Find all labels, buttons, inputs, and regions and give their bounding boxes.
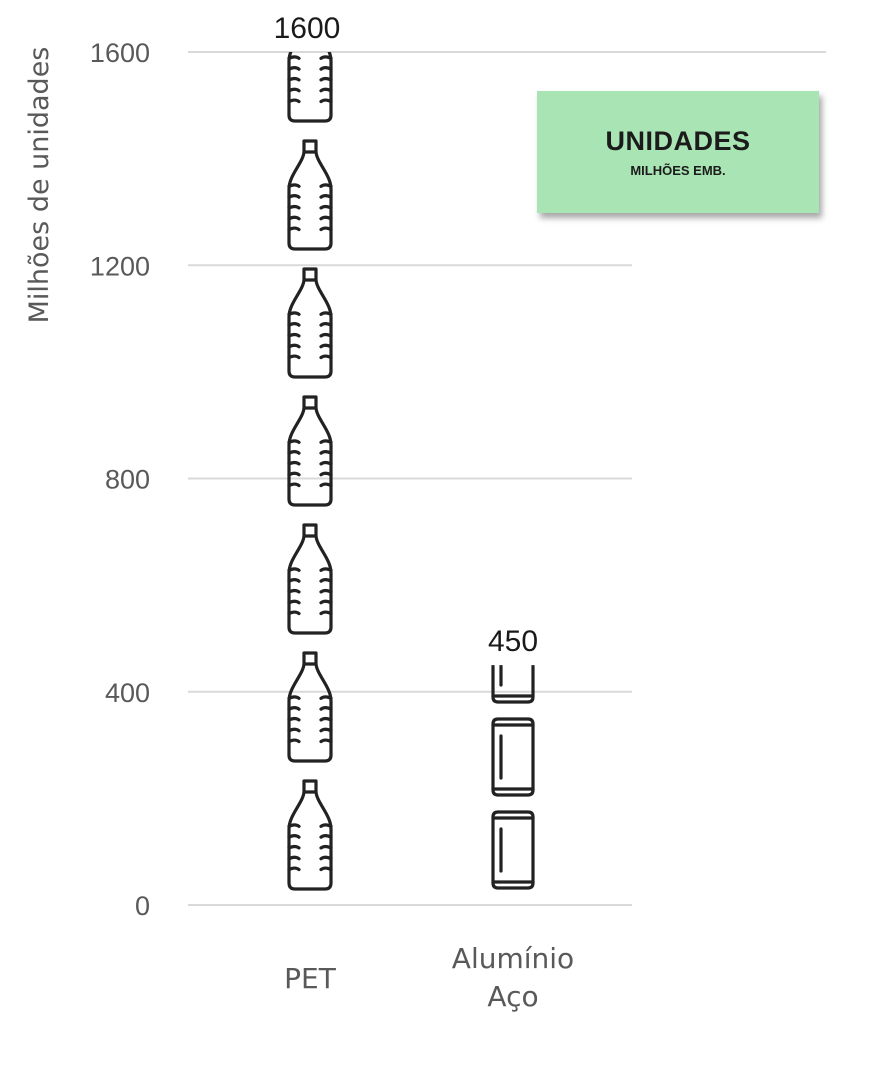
x-axis-categories: PET Alumínio Aço	[284, 942, 574, 1013]
units-badge: UNIDADES MILHÕES EMB.	[537, 91, 819, 213]
bar-pet	[287, 52, 333, 891]
data-label: 1600	[274, 12, 341, 45]
plastic-bottle-icon	[287, 139, 333, 251]
metal-can-icon	[493, 533, 533, 609]
badge-title: UNIDADES	[605, 126, 751, 156]
x-category-label: Alumínio	[452, 942, 574, 975]
y-tick-label: 1200	[90, 251, 150, 281]
y-tick-label: 800	[105, 465, 150, 495]
bar-alumínio-aço	[491, 533, 535, 890]
badge-subtitle: MILHÕES EMB.	[630, 163, 726, 178]
plastic-bottle-icon	[287, 779, 333, 891]
data-labels: 1600 450	[274, 12, 538, 658]
plastic-bottle-icon	[287, 52, 333, 123]
gridlines	[188, 51, 826, 906]
plastic-bottle-icon	[287, 523, 333, 635]
bars	[287, 52, 535, 891]
plastic-bottle-icon	[287, 267, 333, 379]
metal-can-icon	[491, 665, 535, 704]
x-category-label: PET	[284, 962, 337, 995]
x-category-label: Aço	[487, 980, 538, 1013]
y-tick-label: 0	[135, 891, 150, 921]
plastic-bottle-icon	[287, 651, 333, 763]
metal-can-icon	[491, 717, 535, 797]
data-label: 450	[488, 625, 538, 658]
y-tick-label: 1600	[90, 38, 150, 68]
plastic-bottle-icon	[287, 395, 333, 507]
metal-can-icon	[491, 810, 535, 890]
y-tick-label: 400	[105, 678, 150, 708]
y-axis-ticks: 0 400 800 1200 1600	[90, 38, 150, 921]
y-axis-label: Milhões de unidades	[24, 47, 55, 324]
